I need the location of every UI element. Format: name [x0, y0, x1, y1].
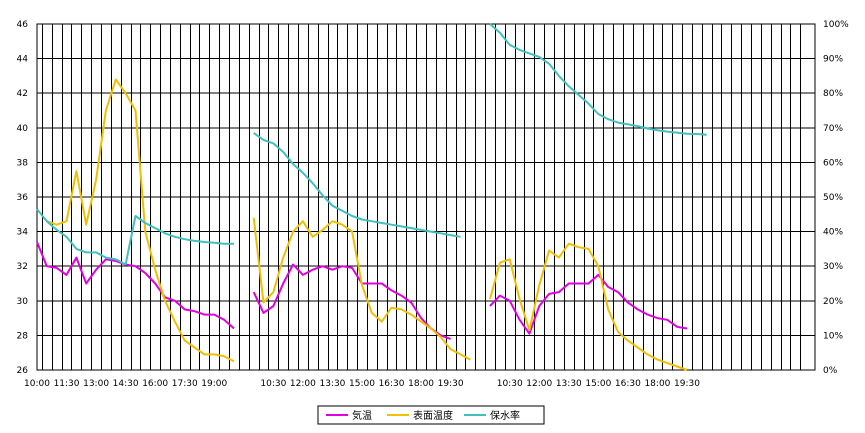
- y-left-tick-label: 38: [17, 158, 29, 168]
- y-right-tick-label: 60%: [823, 158, 843, 168]
- x-tick-label: 19:30: [674, 379, 700, 389]
- y-right-tick-label: 70%: [823, 124, 843, 134]
- y-left-tick-label: 28: [17, 331, 29, 341]
- series-1-line-segment: [489, 242, 688, 371]
- y-left-tick-label: 34: [17, 228, 29, 238]
- plot-border: [36, 23, 816, 371]
- y-right-tick-label: 100%: [823, 20, 849, 30]
- series-1-line-segment: [252, 217, 471, 361]
- series-0-line-segment: [252, 263, 451, 340]
- series-0-line-segment: [489, 273, 688, 335]
- series-2-line-segment: [36, 208, 234, 266]
- x-tick-label: 10:00: [24, 379, 50, 389]
- x-tick-label: 12:00: [526, 379, 552, 389]
- legend-entry-label: 保水率: [490, 409, 520, 422]
- y-right-tick-label: 90%: [823, 55, 843, 65]
- y-left-tick-label: 46: [17, 20, 29, 30]
- x-tick-label: 19:00: [201, 379, 227, 389]
- y-axis-right-labels: 0% 10% 20% 30% 40% 50% 60% 70% 80% 90% 100%: [823, 20, 849, 376]
- series-0-line-segment: [36, 241, 235, 330]
- y-left-tick-label: 36: [17, 193, 29, 203]
- legend: 気温 表面温度 保水率: [317, 405, 545, 425]
- y-axis-left-labels: 26 28 30 32 34 36 38 40 42 44 46: [17, 20, 29, 376]
- x-tick-label: 15:00: [349, 379, 375, 389]
- x-tick-label: 15:00: [585, 379, 611, 389]
- series-2-line-segment: [489, 23, 707, 136]
- y-left-tick-label: 26: [17, 366, 29, 376]
- y-right-tick-label: 40%: [823, 228, 843, 238]
- x-tick-label: 19:30: [438, 379, 464, 389]
- x-tick-label: 14:30: [113, 379, 139, 389]
- x-tick-label: 10:30: [260, 379, 286, 389]
- y-left-tick-label: 30: [17, 297, 29, 307]
- y-right-tick-label: 80%: [823, 89, 843, 99]
- y-left-tick-label: 44: [17, 55, 29, 65]
- x-tick-label: 11:30: [54, 379, 80, 389]
- y-right-tick-label: 10%: [823, 331, 843, 341]
- x-tick-label: 16:30: [615, 379, 641, 389]
- x-tick-label: 12:00: [290, 379, 316, 389]
- x-tick-label: 13:30: [556, 379, 582, 389]
- y-left-tick-label: 40: [17, 124, 29, 134]
- series-lines: [36, 23, 707, 371]
- legend-box: [317, 405, 545, 425]
- legend-entry-label: 表面温度: [413, 409, 453, 422]
- x-tick-label: 10:30: [497, 379, 523, 389]
- legend-entry-label: 気温: [352, 409, 372, 422]
- x-tick-label: 18:00: [408, 379, 434, 389]
- series-1-line-segment: [46, 78, 235, 363]
- x-tick-label: 18:00: [644, 379, 670, 389]
- x-tick-label: 13:30: [319, 379, 345, 389]
- x-axis-labels: 10:00 11:30 13:00 14:30 16:00 17:30 19:00 10:30…: [24, 379, 700, 389]
- x-tick-label: 13:00: [83, 379, 109, 389]
- y-left-tick-label: 42: [17, 89, 28, 99]
- y-right-tick-label: 50%: [823, 193, 843, 203]
- series-2-line-segment: [253, 132, 461, 238]
- x-tick-label: 17:30: [172, 379, 198, 389]
- y-right-tick-label: 30%: [823, 262, 843, 272]
- plot-frame: [36, 23, 816, 371]
- x-tick-label: 16:00: [142, 379, 168, 389]
- y-right-tick-label: 20%: [823, 297, 843, 307]
- x-tick-label: 16:30: [379, 379, 405, 389]
- y-left-tick-label: 32: [17, 262, 28, 272]
- y-right-tick-label: 0%: [823, 366, 838, 376]
